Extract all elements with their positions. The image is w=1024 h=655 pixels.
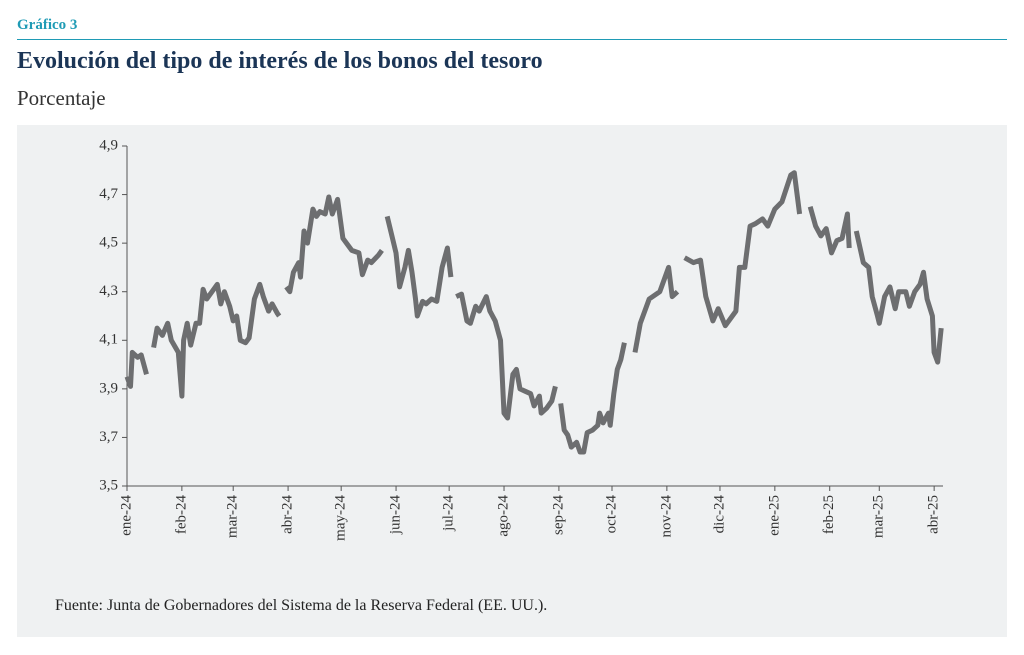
y-tick-label: 3,9 bbox=[99, 380, 118, 396]
data-line bbox=[124, 170, 944, 455]
x-tick-label: abr-24 bbox=[280, 495, 296, 534]
chart-kicker: Gráfico 3 bbox=[17, 17, 78, 33]
y-tick-label: 4,9 bbox=[99, 137, 118, 153]
x-tick-label: sep-24 bbox=[550, 495, 566, 535]
y-tick-label: 4,3 bbox=[99, 283, 118, 299]
y-tick-label: 4,5 bbox=[99, 235, 118, 251]
x-tick-label: ago-24 bbox=[495, 495, 511, 537]
y-tick-label: 4,7 bbox=[99, 186, 118, 202]
x-tick-label: ene-25 bbox=[766, 495, 782, 536]
x-tick-label: feb-24 bbox=[173, 495, 189, 535]
x-tick-label: jul-24 bbox=[441, 495, 457, 532]
x-tick-label: ene-24 bbox=[118, 495, 134, 536]
chart-subtitle: Porcentaje bbox=[17, 86, 106, 110]
x-tick-label: mar-24 bbox=[225, 495, 241, 539]
rule bbox=[17, 39, 1007, 40]
chart-title: Evolución del tipo de interés de los bon… bbox=[17, 48, 543, 74]
x-tick-label: jun-24 bbox=[387, 495, 403, 536]
x-tick-label: mar-25 bbox=[871, 495, 887, 538]
x-tick-label: may-24 bbox=[333, 495, 349, 541]
y-tick-label: 3,7 bbox=[99, 429, 118, 445]
y-tick-label: 4,1 bbox=[99, 332, 118, 348]
x-tick-label: dic-24 bbox=[711, 495, 727, 534]
x-tick-label: nov-24 bbox=[658, 495, 674, 538]
y-tick-label: 3,5 bbox=[99, 477, 118, 493]
x-tick-label: feb-25 bbox=[821, 495, 837, 534]
x-tick-label: abr-25 bbox=[926, 495, 942, 534]
x-tick-label: oct-24 bbox=[603, 495, 619, 534]
source-note: Fuente: Junta de Gobernadores del Sistem… bbox=[55, 597, 548, 614]
